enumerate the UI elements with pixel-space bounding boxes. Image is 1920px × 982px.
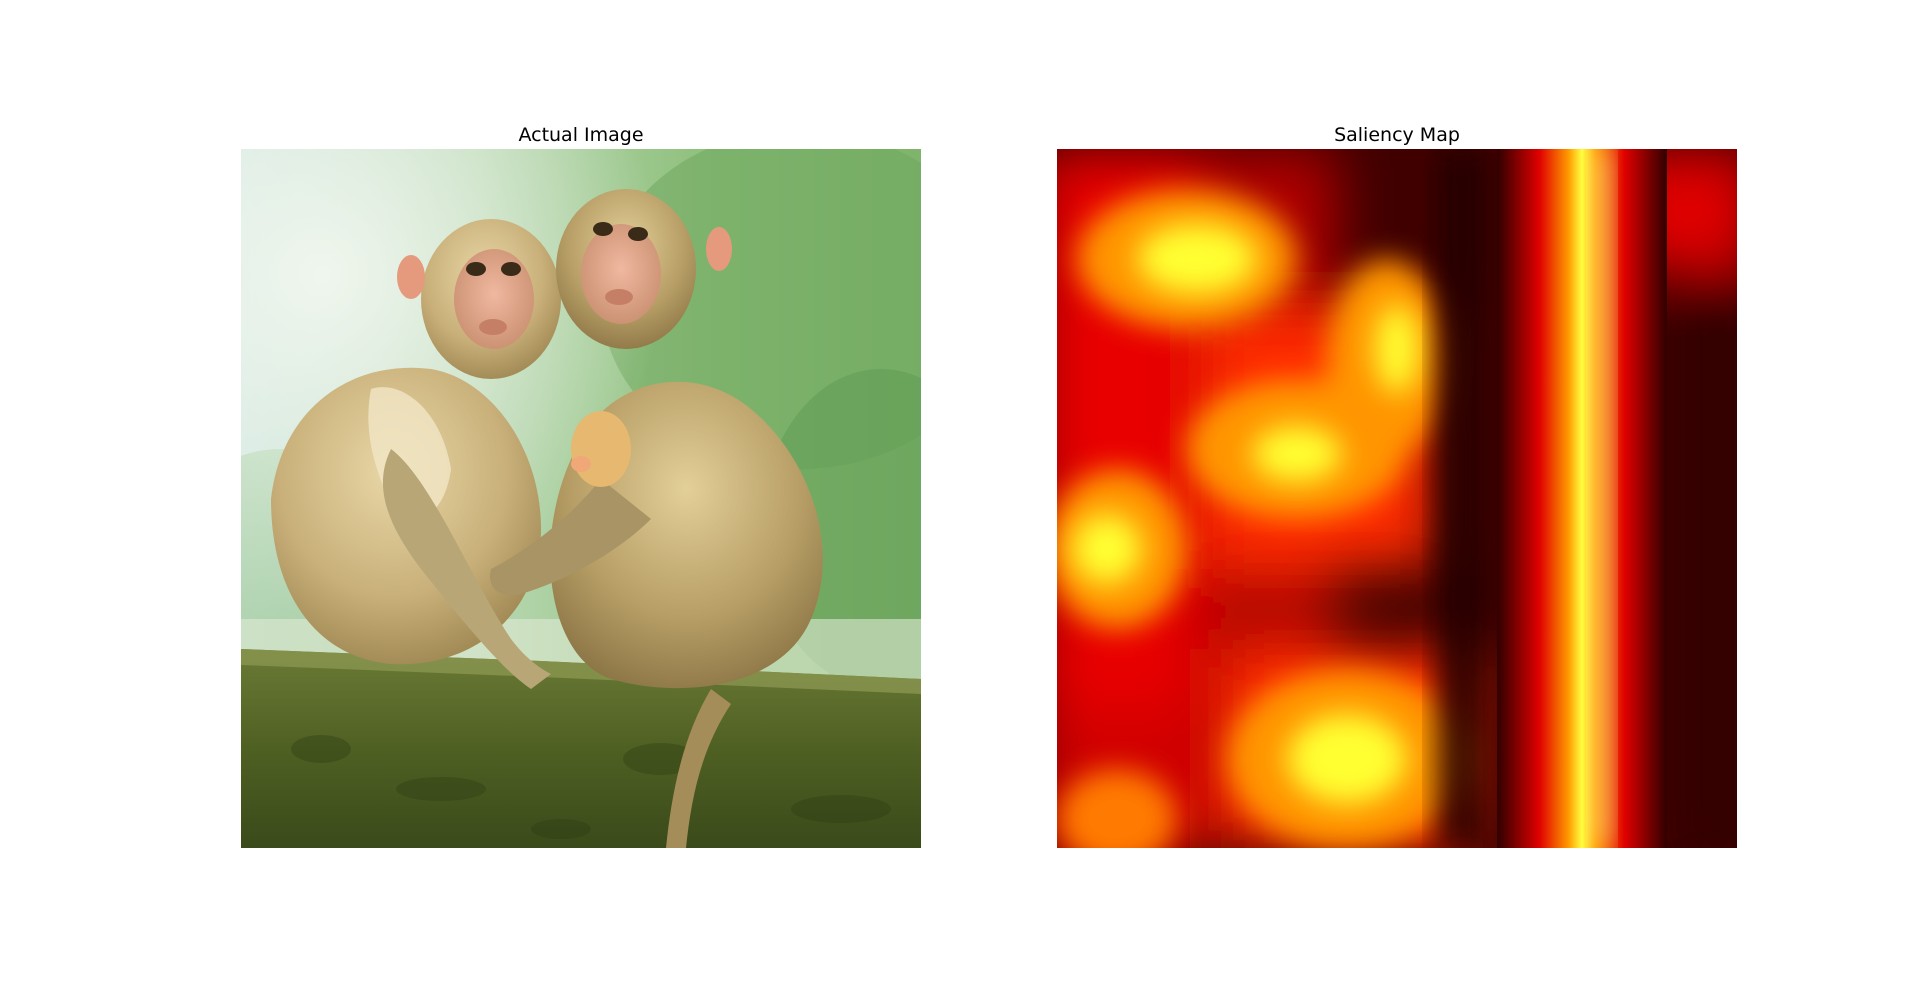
saliency-map-title: Saliency Map (1334, 124, 1460, 146)
saliency-map (1057, 149, 1737, 848)
actual-image-title: Actual Image (518, 124, 644, 146)
actual-image (241, 149, 921, 848)
